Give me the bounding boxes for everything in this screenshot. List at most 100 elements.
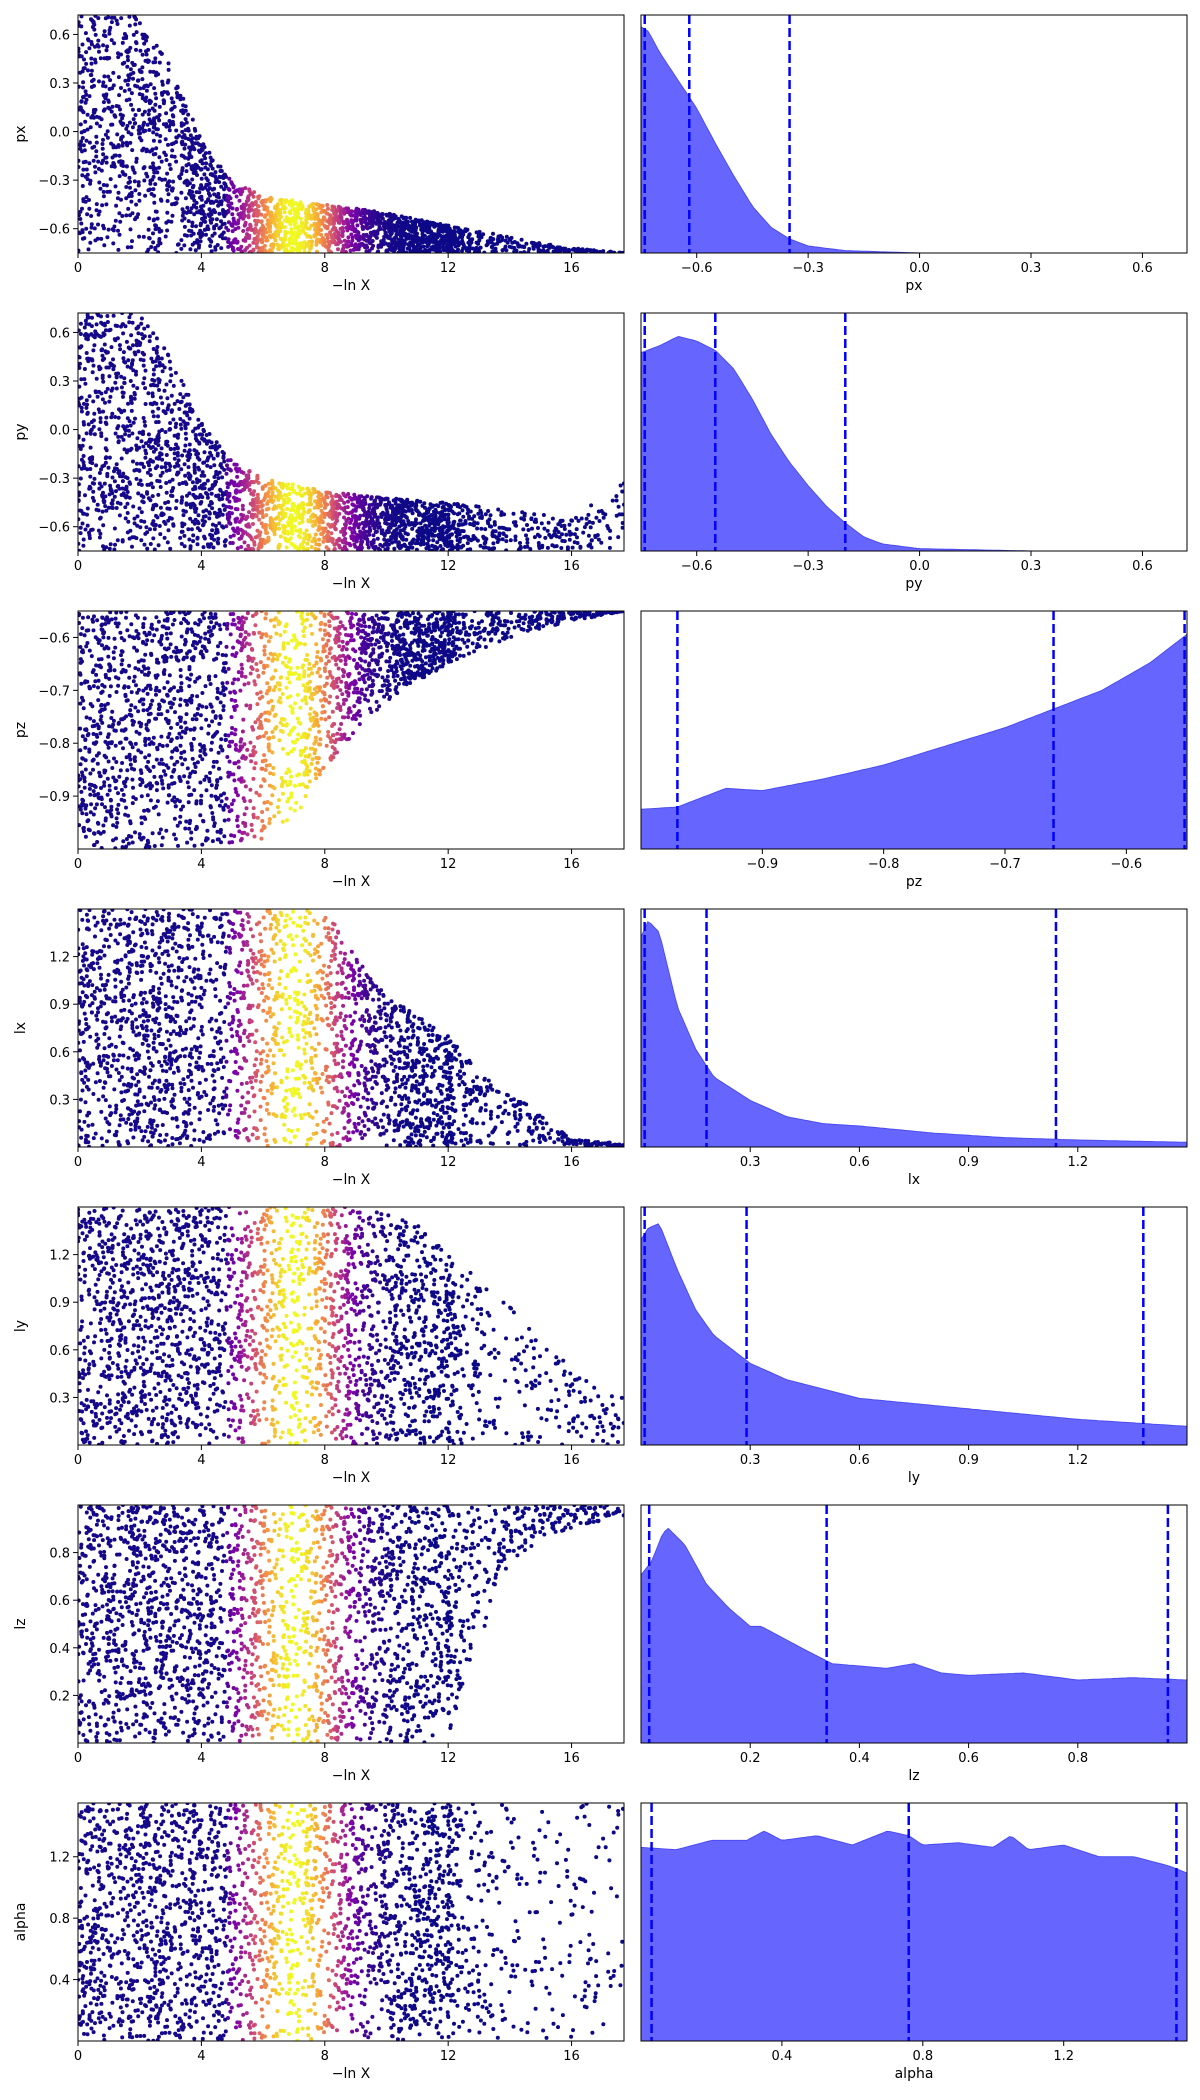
scatter-point <box>260 486 265 491</box>
scatter-point <box>139 70 144 74</box>
scatter-point <box>152 124 157 129</box>
scatter-point <box>96 508 101 513</box>
scatter-point <box>183 431 188 436</box>
scatter-point <box>109 38 114 43</box>
scatter-point <box>170 477 175 482</box>
scatter-point <box>90 113 95 118</box>
scatter-point <box>164 220 169 225</box>
scatter-point <box>232 238 237 243</box>
scatter-point <box>92 432 97 437</box>
scatter-point <box>313 513 318 518</box>
scatter-point <box>118 501 123 506</box>
scatter-point <box>157 479 162 484</box>
scatter-point <box>264 513 269 518</box>
scatter-point <box>231 533 236 538</box>
scatter-point <box>386 529 391 534</box>
scatter-point <box>443 248 448 253</box>
scatter-point <box>181 395 186 400</box>
scatter-point <box>203 481 207 486</box>
scatter-point <box>199 167 203 172</box>
scatter-point <box>92 144 97 149</box>
scatter-point <box>97 79 101 84</box>
scatter-point <box>106 227 111 232</box>
scatter-point <box>326 206 330 211</box>
scatter-point <box>124 126 129 131</box>
scatter-point <box>128 379 133 383</box>
scatter-point <box>208 193 212 198</box>
scatter-point <box>88 181 93 186</box>
scatter-point <box>187 455 192 460</box>
scatter-point <box>147 108 152 113</box>
scatter-point <box>200 216 204 221</box>
scatter-point <box>153 91 158 96</box>
scatter-point <box>334 208 339 213</box>
scatter-point <box>354 504 359 509</box>
scatter-point <box>79 409 84 414</box>
scatter-point <box>83 31 88 36</box>
scatter-point <box>100 509 105 514</box>
scatter-point <box>294 242 299 246</box>
scatter-point <box>190 190 195 194</box>
scatter-point <box>208 155 213 160</box>
scatter-point <box>525 540 530 545</box>
scatter-point <box>579 516 584 521</box>
scatter-point <box>167 359 172 364</box>
scatter-point <box>371 538 376 543</box>
scatter-point <box>169 219 174 224</box>
scatter-point <box>120 170 125 174</box>
scatter-point <box>163 137 168 142</box>
scatter-point <box>171 417 176 422</box>
scatter-point <box>154 70 159 75</box>
scatter-point <box>154 96 159 101</box>
scatter-point <box>283 200 288 205</box>
scatter-point <box>447 548 452 551</box>
scatter-point <box>570 518 574 523</box>
scatter-point <box>166 192 171 197</box>
scatter-point <box>409 219 414 224</box>
scatter-point <box>184 163 189 168</box>
scatter-point <box>329 531 334 536</box>
scatter-point <box>144 88 149 93</box>
scatter-point <box>84 167 89 172</box>
scatter-point <box>153 438 158 442</box>
scatter-point <box>135 523 140 528</box>
scatter-point <box>383 220 387 224</box>
scatter-point <box>429 521 434 526</box>
scatter-point <box>205 492 210 497</box>
scatter-point <box>366 545 371 550</box>
scatter-point <box>445 227 450 232</box>
scatter-point <box>294 528 299 533</box>
scatter-point <box>164 481 169 485</box>
scatter-point <box>98 416 103 421</box>
scatter-point <box>372 214 377 219</box>
scatter-point <box>181 111 186 116</box>
scatter-point <box>310 539 315 544</box>
scatter-point <box>116 55 121 60</box>
scatter-point <box>526 528 531 532</box>
scatter-point <box>426 242 431 247</box>
scatter-point <box>217 521 222 526</box>
scatter-point <box>251 213 256 218</box>
scatter-point <box>121 424 126 429</box>
scatter-point <box>172 464 177 469</box>
scatter-point <box>265 530 270 535</box>
scatter-point <box>522 511 527 516</box>
scatter-point <box>144 441 148 446</box>
scatter-point <box>202 473 207 478</box>
scatter-point <box>432 527 437 532</box>
scatter-point <box>137 506 142 511</box>
scatter-point <box>220 512 225 517</box>
scatter-point <box>312 488 317 493</box>
scatter-point <box>260 538 264 543</box>
scatter-point <box>376 249 381 253</box>
scatter-point <box>127 320 132 325</box>
scatter-point <box>105 386 110 391</box>
scatter-point <box>251 247 256 252</box>
scatter-point <box>109 15 114 20</box>
scatter-point <box>332 225 336 230</box>
scatter-point <box>308 246 313 251</box>
scatter-point <box>349 243 354 248</box>
scatter-point <box>134 215 139 220</box>
scatter-point <box>235 468 239 473</box>
scatter-point <box>417 219 422 224</box>
